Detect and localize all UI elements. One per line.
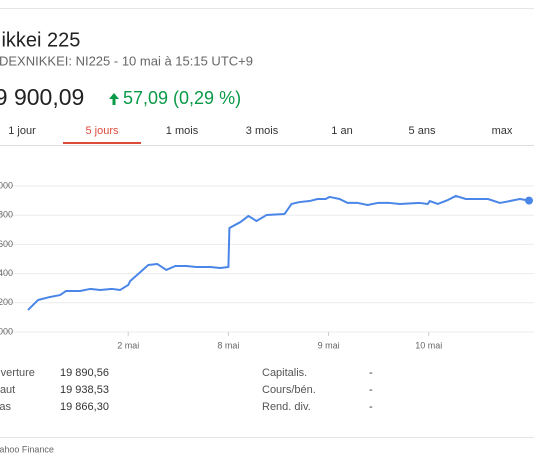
tab[interactable]: 1 an — [331, 125, 352, 137]
x-tick-label: 10 mai — [415, 340, 442, 350]
tab[interactable]: 5 jours — [85, 125, 119, 137]
y-tick-label: 19 600 — [0, 239, 13, 249]
footer: Yahoo Finance — [0, 444, 54, 454]
tab[interactable]: max — [492, 125, 513, 137]
stat-label: Capitalis. — [262, 367, 307, 379]
y-tick-label: 19 400 — [0, 268, 13, 278]
change: 57,09 (0,29 %) — [123, 88, 241, 108]
stat-label: Rend. div. — [262, 401, 311, 413]
tab-underline — [63, 142, 141, 144]
price: 19 900,09 — [0, 84, 84, 110]
stat-value: - — [369, 367, 373, 379]
stat-label: Haut — [0, 384, 15, 396]
y-tick-label: 19 200 — [0, 297, 13, 307]
stat-label: Bas — [0, 401, 11, 413]
tab[interactable]: 1 jour — [8, 125, 36, 137]
stat-value: - — [369, 401, 373, 413]
stat-value: 19 938,53 — [60, 384, 109, 396]
stat-value: 19 866,30 — [60, 401, 109, 413]
price-line — [27, 194, 530, 311]
x-tick-label: 2 mai — [117, 340, 139, 350]
y-tick-label: 20 000 — [0, 180, 13, 190]
x-tick-label: 9 mai — [318, 340, 340, 350]
subtitle: INDEXNIKKEI: NI225 - 10 mai à 15:15 UTC+… — [0, 53, 253, 68]
last-point — [525, 196, 533, 205]
x-tick-label: 8 mai — [217, 340, 239, 350]
stat-value: - — [369, 384, 373, 396]
tab[interactable]: 1 mois — [166, 125, 199, 137]
title: Nikkei 225 — [0, 29, 80, 51]
tab[interactable]: 5 ans — [409, 125, 436, 137]
stat-value: 19 890,56 — [60, 367, 109, 379]
y-tick-label: 19 000 — [0, 326, 13, 336]
stat-label: Ouverture — [0, 367, 35, 379]
stat-label: Cours/bén. — [262, 384, 316, 396]
up-arrow — [109, 93, 119, 105]
y-tick-label: 19 800 — [0, 210, 13, 220]
tab[interactable]: 3 mois — [246, 125, 279, 137]
